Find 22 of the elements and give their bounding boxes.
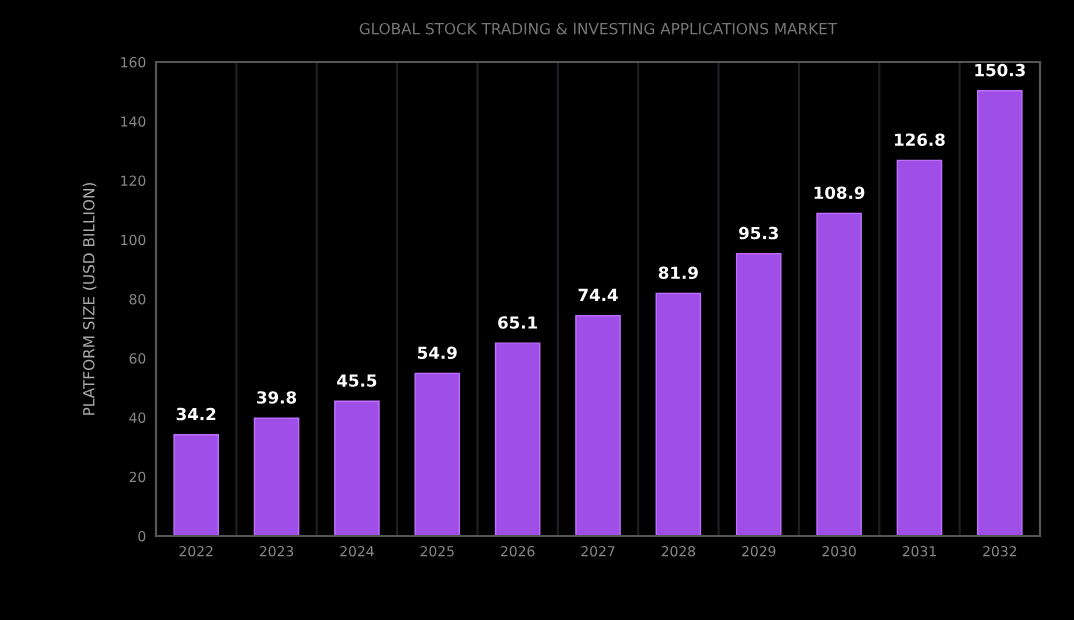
- bar: [655, 292, 702, 536]
- bar: [896, 159, 943, 536]
- bar: [816, 212, 862, 536]
- data-label: 65.1: [498, 316, 538, 329]
- bar: [575, 314, 621, 536]
- data-label: 39.8: [257, 391, 297, 404]
- bar: [334, 400, 380, 536]
- data-label: 74.4: [578, 288, 618, 302]
- data-label: 54.9: [418, 346, 457, 360]
- data-label: 108.9: [814, 186, 865, 200]
- data-label: 81.9: [658, 266, 698, 280]
- data-label: 150.3: [975, 63, 1025, 77]
- data-label: 45.5: [337, 374, 377, 387]
- data-label: 95.3: [739, 226, 778, 240]
- bar: [494, 342, 541, 536]
- bar: [977, 90, 1023, 536]
- data-label: 126.8: [894, 133, 945, 147]
- bar: [173, 433, 219, 536]
- bar: [735, 252, 782, 536]
- bar: [253, 417, 300, 536]
- data-label: 34.2: [176, 407, 216, 421]
- bar: [414, 372, 461, 536]
